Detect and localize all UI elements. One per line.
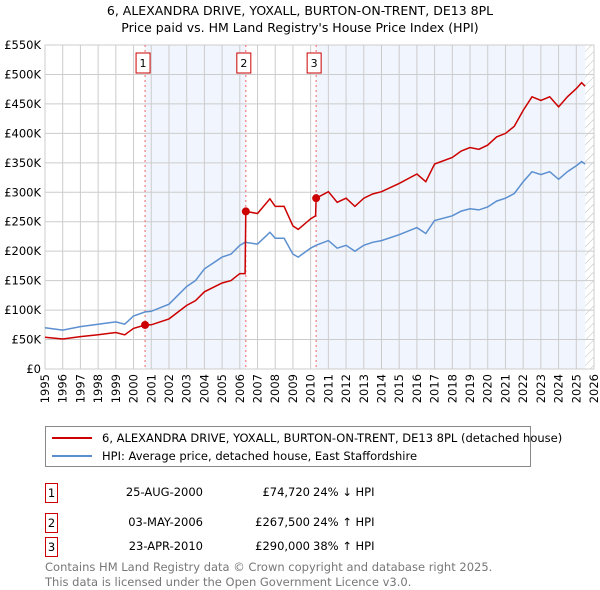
y-tick-label: £350K [4,156,41,170]
x-tick-label: 2002 [162,374,176,403]
shaded-period [316,45,586,369]
x-tick-label: 1997 [73,374,87,403]
x-tick-label: 2012 [339,374,353,403]
sale-date: 23-APR-2010 [128,539,203,553]
x-tick-label: 1995 [38,374,52,403]
x-tick-label: 2015 [392,374,406,403]
sale-label-box [135,52,151,74]
sale-point [312,194,321,203]
x-tick-label: 2010 [304,374,318,403]
sale-label-box [236,52,252,74]
sale-point [141,320,150,329]
sale-price: £74,720 [262,485,310,499]
chart-subtitle: Price paid vs. HM Land Registry's House … [121,20,479,35]
y-tick-label: £200K [4,244,41,258]
sale-number: 1 [45,483,58,503]
sale-hpi-diff: 24% ↓ HPI [313,485,375,499]
sale-label-box [306,52,322,74]
shaded-period [145,45,246,369]
legend-label-hpi: HPI: Average price, detached house, East… [102,449,418,463]
y-tick-label: £550K [4,38,41,52]
x-tick-label: 2025 [569,374,583,403]
sale-row-3: 3 23-APR-2010 £290,000 38% ↑ HPI [45,537,445,559]
hpi-line [44,160,586,331]
sale-row-1: 1 25-AUG-2000 £74,720 24% ↓ HPI [45,483,445,505]
x-tick-label: 2008 [268,374,282,403]
x-tick-label: 2003 [180,374,194,403]
y-tick-label: £250K [4,215,41,229]
y-tick-label: £0 [26,362,41,376]
legend-swatch-hpi [52,455,92,457]
x-tick-label: 2018 [445,374,459,403]
sale-label-number: 1 [140,57,147,70]
x-tick-label: 2014 [374,374,388,403]
x-tick-label: 2021 [498,374,512,403]
x-tick-label: 2006 [233,374,247,403]
y-tick-label: £400K [4,126,41,140]
y-tick-label: £450K [4,97,41,111]
x-tick-label: 2001 [144,374,158,403]
chart: 1995 1996 1997 1998 1999 2000 2001 2002 2003 2004… [4,38,600,403]
sale-hpi-diff: 24% ↑ HPI [313,515,375,529]
sale-number: 2 [45,513,58,533]
legend: 6, ALEXANDRA DRIVE, YOXALL, BURTON-ON-TR… [45,426,562,467]
x-tick-label: 2019 [463,374,477,403]
x-tick-label: 2017 [428,374,442,403]
y-tick-label: £150K [4,274,41,288]
x-tick-label: 2026 [587,374,600,403]
x-tick-label: 2009 [286,374,300,403]
x-tick-label: 2024 [552,374,566,403]
x-tick-label: 1996 [56,374,70,403]
sale-number: 3 [45,537,58,557]
sale-label-number: 3 [311,57,318,70]
x-tick-label: 2011 [321,374,335,403]
price-paid-line [44,81,586,340]
x-tick-label: 1999 [109,374,123,403]
x-tick-label: 2004 [197,374,211,403]
x-tick-label: 2005 [215,374,229,403]
y-tick-label: £500K [4,67,41,81]
x-tick-label: 2016 [410,374,424,403]
sale-date: 03-MAY-2006 [128,515,203,529]
sale-row-2: 2 03-MAY-2006 £267,500 24% ↑ HPI [45,513,445,535]
x-tick-label: 2023 [534,374,548,403]
x-tick-label: 2020 [481,374,495,403]
sale-label-number: 2 [240,57,247,70]
forecast-hatch [585,45,594,369]
legend-swatch-price [52,437,92,439]
y-tick-label: £50K [12,333,42,347]
x-tick-label: 2007 [251,374,265,403]
x-tick-label: 2022 [516,374,530,403]
plot-border [44,44,595,370]
sale-hpi-diff: 38% ↑ HPI [313,539,375,553]
footer-licence: This data is licensed under the Open Gov… [45,575,412,589]
footer-copyright: Contains HM Land Registry data © Crown c… [45,560,493,574]
sale-price: £290,000 [255,539,310,553]
sale-point [241,207,250,216]
x-tick-label: 2000 [127,374,141,403]
legend-label-price: 6, ALEXANDRA DRIVE, YOXALL, BURTON-ON-TR… [102,431,563,445]
x-tick-label: 1998 [91,374,105,403]
chart-title: 6, ALEXANDRA DRIVE, YOXALL, BURTON-ON-TR… [106,3,494,18]
sale-date: 25-AUG-2000 [125,485,203,499]
x-tick-label: 2013 [357,374,371,403]
y-tick-label: £300K [4,185,41,199]
y-tick-label: £100K [4,303,41,317]
sale-price: £267,500 [255,515,310,529]
